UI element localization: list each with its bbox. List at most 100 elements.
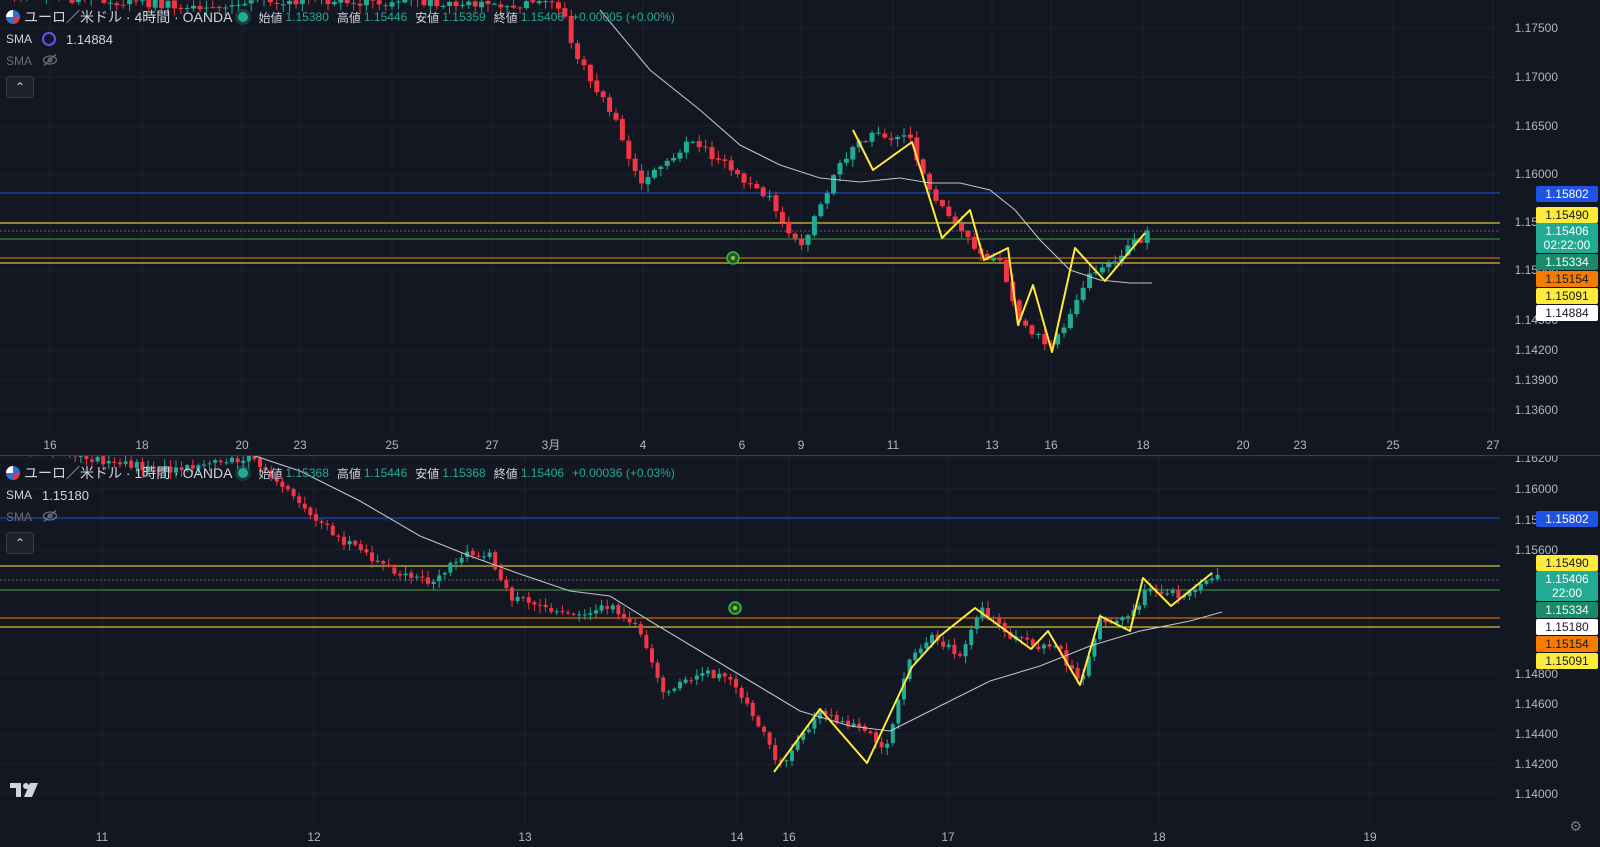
candle-up[interactable] [818, 201, 824, 219]
candle-down[interactable] [306, 0, 311, 5]
sma-row-2[interactable]: SMA [6, 50, 683, 72]
candle-down[interactable] [997, 613, 1002, 631]
candle-up[interactable] [414, 574, 419, 581]
candle-down[interactable] [453, 0, 459, 12]
candle-down[interactable] [252, 456, 257, 462]
candle-down[interactable] [607, 93, 613, 117]
sma-line[interactable] [599, 9, 1152, 284]
candle-down[interactable] [549, 0, 555, 9]
candle-up[interactable] [1170, 587, 1175, 597]
candle-up[interactable] [162, 459, 167, 479]
time-axis[interactable]: 16 18 20 23 25 27 3月 4 6 9 11 13 16 18 20 23 25 27 [43, 438, 1500, 452]
candle-up[interactable] [610, 602, 615, 614]
candle-up[interactable] [51, 456, 55, 458]
candle-down[interactable] [313, 0, 318, 2]
candle-down[interactable] [280, 477, 285, 493]
candle-down[interactable] [376, 0, 382, 11]
candle-down[interactable] [739, 685, 744, 704]
candle-down[interactable] [581, 55, 587, 71]
candle-up[interactable] [1067, 308, 1073, 330]
candle-up[interactable] [890, 722, 895, 747]
candle-down[interactable] [293, 0, 299, 9]
candle-up[interactable] [213, 458, 218, 470]
candle-up[interactable] [1215, 567, 1220, 582]
candle-down[interactable] [73, 456, 78, 462]
candle-down[interactable] [179, 461, 184, 477]
candle-down[interactable] [786, 216, 792, 238]
candle-down[interactable] [364, 544, 369, 556]
candle-down[interactable] [314, 508, 318, 527]
candle-up[interactable] [683, 676, 688, 685]
candle-down[interactable] [521, 595, 526, 602]
candle-up[interactable] [651, 167, 657, 180]
candle-down[interactable] [555, 0, 561, 15]
candle-down[interactable] [933, 185, 939, 204]
candle-down[interactable] [689, 677, 694, 685]
candle-up[interactable] [363, 0, 369, 12]
candle-up[interactable] [174, 460, 178, 478]
candle-down[interactable] [420, 569, 425, 584]
candle-down[interactable] [319, 519, 324, 530]
candle-up[interactable] [1204, 578, 1209, 586]
sma-row-1[interactable]: SMA 1.14884 [6, 28, 683, 50]
candle-up[interactable] [690, 140, 696, 144]
candle-down[interactable] [118, 458, 122, 468]
eye-off-icon[interactable] [42, 509, 58, 526]
candle-up[interactable] [440, 4, 446, 10]
candle-down[interactable] [745, 691, 750, 707]
candle-up[interactable] [152, 0, 158, 12]
candle-up[interactable] [666, 689, 671, 696]
candle-down[interactable] [151, 461, 156, 471]
candle-up[interactable] [25, 0, 30, 2]
candle-down[interactable] [511, 0, 517, 10]
candle-down[interactable] [370, 0, 376, 9]
candle-up[interactable] [62, 456, 66, 457]
candle-up[interactable] [678, 678, 682, 692]
candle-up[interactable] [811, 214, 817, 238]
candle-up[interactable] [242, 0, 248, 7]
candle-down[interactable] [28, 456, 32, 457]
candle-down[interactable] [952, 638, 957, 659]
candle-down[interactable] [146, 0, 152, 13]
sma-label[interactable]: SMA [6, 32, 33, 46]
candle-down[interactable] [638, 621, 643, 638]
candle-up[interactable] [448, 561, 453, 577]
candle-down[interactable] [336, 533, 341, 542]
candle-down[interactable] [351, 0, 357, 11]
candle-down[interactable] [941, 636, 946, 650]
candle-down[interactable] [530, 0, 536, 5]
candle-down[interactable] [792, 231, 798, 243]
candle-down[interactable] [650, 644, 654, 668]
candle-down[interactable] [605, 599, 610, 615]
candle-down[interactable] [965, 229, 971, 245]
candle-up[interactable] [89, 0, 94, 6]
candle-down[interactable] [728, 155, 734, 176]
candle-down[interactable] [358, 540, 363, 554]
candle-down[interactable] [381, 559, 386, 571]
candle-down[interactable] [274, 473, 279, 486]
candle-down[interactable] [939, 199, 945, 209]
candle-down[interactable] [472, 0, 478, 13]
candle-up[interactable] [255, 0, 261, 3]
candle-up[interactable] [918, 644, 923, 656]
candle-down[interactable] [190, 459, 195, 473]
candle-up[interactable] [969, 625, 974, 650]
candles[interactable] [6, 0, 1150, 351]
candle-down[interactable] [644, 629, 649, 650]
candle-up[interactable] [717, 668, 722, 682]
candle-down[interactable] [632, 153, 638, 178]
candle-up[interactable] [403, 566, 408, 582]
candle-up[interactable] [831, 173, 837, 196]
candle-up[interactable] [1055, 331, 1061, 349]
candle-up[interactable] [700, 667, 705, 682]
candle-up[interactable] [875, 126, 881, 136]
candle-up[interactable] [459, 0, 465, 9]
sma-row-1[interactable]: SMA 1.15180 [6, 484, 683, 506]
candle-down[interactable] [879, 736, 884, 755]
candle-down[interactable] [1064, 643, 1069, 673]
candle-up[interactable] [447, 0, 453, 14]
candle-down[interactable] [734, 674, 738, 694]
candle-down[interactable] [178, 4, 184, 14]
candle-up[interactable] [504, 4, 510, 15]
candle-down[interactable] [927, 171, 933, 196]
